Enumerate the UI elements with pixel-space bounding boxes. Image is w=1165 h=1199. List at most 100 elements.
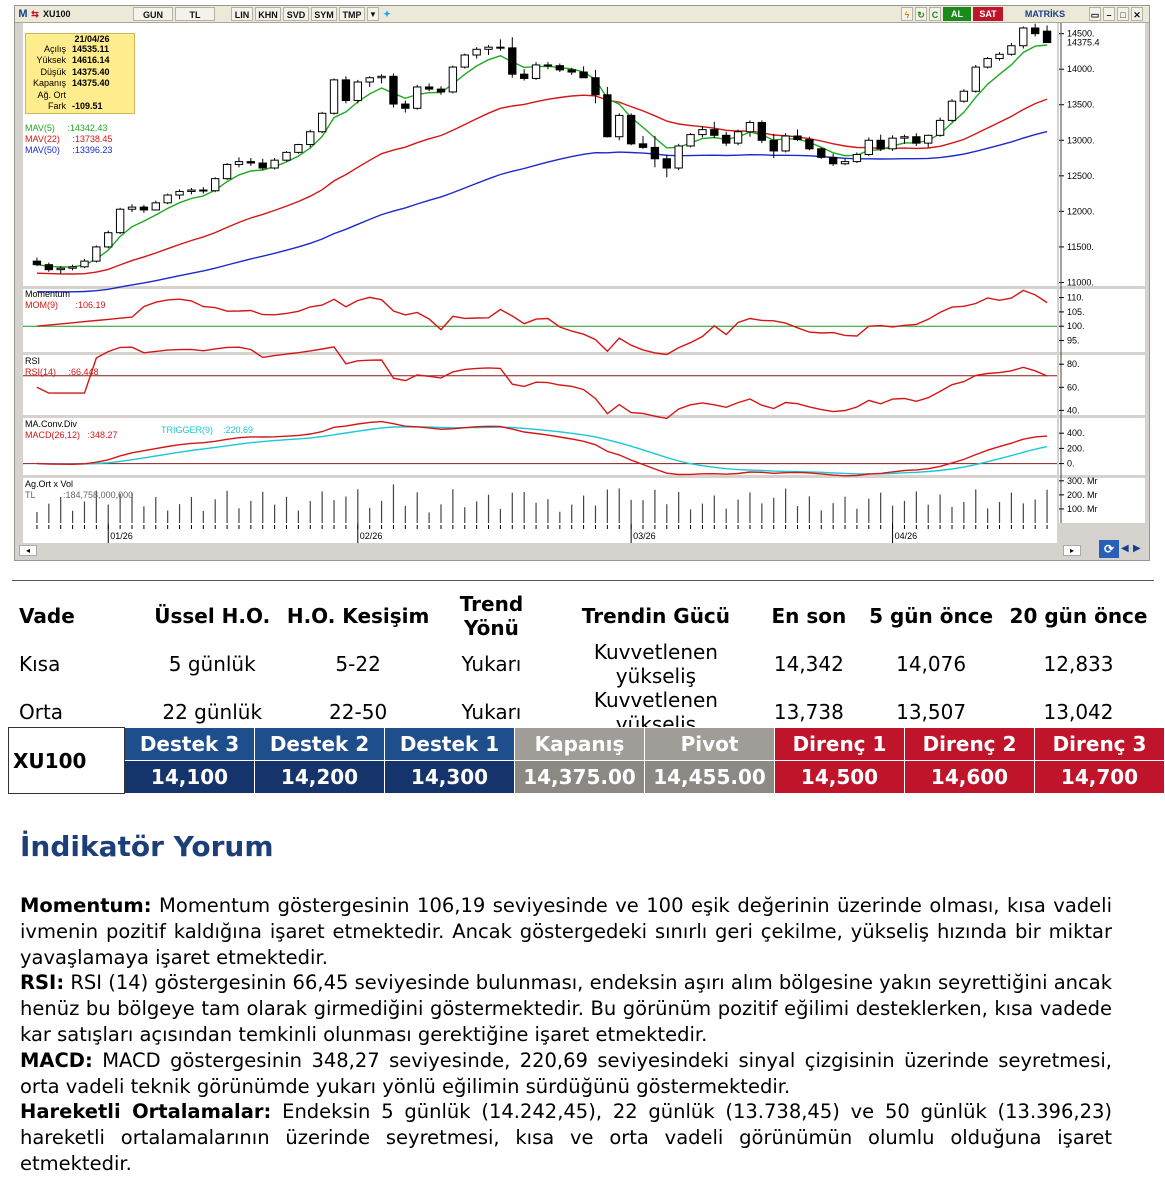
candle-body	[817, 148, 826, 158]
sym-button[interactable]: SYM	[311, 7, 337, 21]
candle-body	[828, 156, 838, 165]
pane-price	[23, 23, 1057, 286]
c-button[interactable]: C	[929, 7, 941, 21]
candle-body	[365, 77, 374, 83]
scroll-right-icon[interactable]: ▸	[1063, 545, 1081, 556]
symbol-label[interactable]: XU100	[43, 9, 71, 19]
axis-macd	[1059, 418, 1145, 475]
svd-button[interactable]: SVD	[283, 7, 309, 21]
tmp-button[interactable]: TMP	[339, 7, 365, 21]
candle-body	[543, 64, 553, 67]
candle-body	[935, 119, 945, 136]
header-cell: H.O. Kesişim	[286, 604, 430, 628]
candle-body	[805, 139, 814, 150]
buy-button[interactable]: AL	[943, 7, 971, 21]
candle-body	[306, 131, 315, 146]
candle-body	[199, 189, 208, 192]
rsi-title: RSI	[25, 356, 41, 366]
pan-right-icon[interactable]: ▶	[1133, 543, 1141, 554]
level-header: Destek 3	[124, 727, 255, 761]
mom-tick-label: 100.	[1067, 321, 1085, 331]
month-label: 02/26	[360, 531, 383, 541]
candle-body	[389, 75, 398, 105]
candle-body	[603, 94, 612, 138]
candle-body	[983, 58, 992, 68]
candle-body	[852, 154, 862, 163]
candle-body	[472, 48, 481, 56]
linear-button[interactable]: LIN	[231, 7, 253, 21]
period-button[interactable]: GUN	[133, 7, 173, 21]
mom-tick-label: 95.	[1067, 336, 1080, 346]
axis-price	[1059, 23, 1145, 286]
mom-line-0	[36, 289, 1048, 356]
candle-body	[900, 136, 909, 139]
pane-macd	[23, 418, 1057, 475]
level-header: Direnç 2	[904, 727, 1035, 761]
level-value: 14,500	[774, 760, 905, 794]
currency-button[interactable]: TL	[175, 7, 215, 21]
candle-body	[139, 206, 149, 211]
minimize-icon[interactable]: –	[1103, 7, 1115, 21]
trend-row: Kısa 5 günlük 5-22 Yukarı Kuvvetlenen yüksel…	[12, 640, 1154, 688]
trend-cell: Orta	[19, 700, 64, 724]
scroll-left-icon[interactable]: ◂	[19, 545, 37, 556]
pan-left-icon[interactable]: ◀	[1121, 543, 1129, 554]
rsi-tick-label: 40.	[1067, 405, 1080, 415]
momentum-title: Momentum	[25, 289, 71, 299]
candle-body	[924, 134, 933, 144]
header-cell: Trendin Gücü	[581, 604, 731, 628]
candle-body	[484, 46, 493, 50]
link-icon[interactable]: ⇆	[31, 9, 39, 19]
axis-mom	[1059, 289, 1145, 352]
candle-body	[971, 66, 980, 92]
candle-body	[496, 46, 505, 49]
dropdown-arrow-icon[interactable]: ▼	[367, 7, 379, 21]
settings-icon[interactable]: ⟳	[1099, 540, 1119, 558]
commentary-paragraph: Hareketli Ortalamalar: Endeksin 5 günlük…	[20, 1100, 1112, 1175]
maximize-icon[interactable]: □	[1117, 7, 1129, 21]
trend-cell: Yukarı	[461, 700, 522, 724]
header-cell: 5 gün önce	[869, 604, 994, 628]
twitter-icon[interactable]: ✦	[383, 9, 391, 19]
candle-body	[353, 81, 362, 101]
options-icon[interactable]: ▭	[1089, 7, 1101, 21]
mom-tick-label: 105.	[1067, 307, 1085, 317]
candle-body	[1042, 30, 1052, 44]
khn-button[interactable]: KHN	[255, 7, 281, 21]
candle-body	[793, 135, 802, 141]
candle-body	[401, 103, 410, 109]
chart-toolbar: M ⇆ XU100 GUN TL LIN KHN SVD SYM TMP ▼ ✦…	[15, 6, 1149, 23]
commentary-body: Momentum: Momentum göstergesinin 106,19 …	[20, 893, 1112, 1177]
trend-cell: 14,342	[773, 652, 844, 676]
lightning-icon[interactable]: ϟ	[901, 7, 913, 21]
levels-symbol: XU100	[8, 727, 125, 794]
info-row: Fark -109.51	[48, 100, 103, 111]
price-chart[interactable]: 11000. 11500. 12000. 12500. 13000. 13500. 1400…	[15, 23, 1149, 543]
price-tick-label: 11000.	[1067, 277, 1094, 287]
axis-vol	[1059, 478, 1145, 523]
candle-body	[151, 202, 160, 211]
candle-body	[115, 208, 125, 234]
candle-body	[781, 135, 790, 152]
rsi-tick-label: 80.	[1067, 359, 1080, 369]
candle-body	[674, 145, 683, 169]
info-row: Kapanış 14375.40	[32, 78, 110, 89]
chart-window: M ⇆ XU100 GUN TL LIN KHN SVD SYM TMP ▼ ✦…	[14, 5, 1150, 561]
level-header: Direnç 3	[1034, 727, 1165, 761]
candle-body	[733, 131, 743, 144]
refresh-icon[interactable]: ↻	[915, 7, 927, 21]
candle-body	[163, 194, 172, 204]
mav50-line	[36, 130, 1048, 293]
trend-cell: 13,507	[896, 700, 967, 724]
mav5-label: MAV(5) :14342.43	[25, 123, 108, 133]
level-header: Kapanış	[514, 727, 645, 761]
sell-button[interactable]: SAT	[973, 7, 1003, 21]
level-value: 14,100	[124, 760, 255, 794]
level-value: 14,700	[1034, 760, 1165, 794]
momentum-label: MOM(9) :106.19	[25, 300, 106, 310]
price-tick-label: 12500.	[1067, 171, 1095, 181]
candle-body	[211, 178, 220, 192]
close-icon[interactable]: ✕	[1131, 7, 1143, 21]
trend-cell: Kısa	[19, 652, 61, 676]
price-tick-label: 11500.	[1067, 242, 1094, 252]
